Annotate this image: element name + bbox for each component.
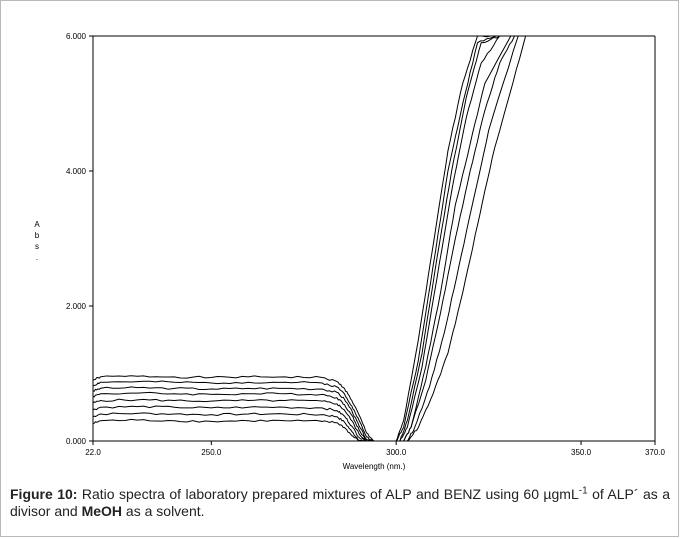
spectrum-series-line (406, 35, 527, 442)
caption-text-part-1: Ratio spectra of laboratory prepared mix… (77, 486, 579, 502)
spectrum-series-line (399, 35, 501, 442)
spectrum-series-line (92, 380, 397, 442)
spectrum-series-line (92, 412, 397, 442)
spectrum-series-line (92, 418, 397, 442)
caption-text-part-3: as a solvent. (122, 503, 205, 519)
x-tick-label: 250.0 (201, 448, 222, 457)
caption-text-part-2: of ALP´ as a divisor and (10, 486, 670, 519)
y-axis-title-letter: s (35, 242, 39, 251)
spectrum-series-line (92, 405, 397, 442)
y-axis-title-letter: b (35, 231, 40, 240)
spectrum-series-line (403, 35, 512, 442)
x-tick-group: 22.0 250.0 300.0 350.0 370.0 (85, 441, 666, 457)
caption-bold-term: MeOH (81, 503, 123, 519)
y-tick-label: 0.000 (66, 437, 87, 446)
x-tick-label: 370.0 (645, 448, 666, 457)
y-tick-label: 2.000 (66, 302, 87, 311)
plot-area (92, 35, 656, 442)
ratio-spectra-chart: Abs. Wavelength (nm.) 22.0 250.0 300.0 350.… (34, 32, 666, 471)
x-tick-label: 22.0 (85, 448, 101, 457)
y-axis-title-letter: A (34, 220, 40, 229)
y-tick-label: 6.000 (66, 32, 87, 41)
spectrum-series-line (399, 35, 500, 442)
spectrum-series-line (406, 35, 519, 442)
x-tick-label: 300.0 (386, 448, 407, 457)
x-axis-title: Wavelength (nm.) (343, 462, 406, 471)
y-axis-title-letter: . (36, 253, 38, 262)
figure-caption: Figure 10: Ratio spectra of laboratory p… (10, 486, 670, 520)
series-group (92, 35, 527, 442)
y-axis-title: Abs. (34, 220, 40, 262)
caption-superscript: -1 (578, 485, 588, 497)
y-tick-group: 0.000 2.000 4.000 6.000 (66, 32, 93, 446)
x-tick-label: 350.0 (571, 448, 592, 457)
spectrum-series-line (403, 35, 515, 442)
spectrum-series-line (395, 35, 497, 442)
caption-label: Figure 10: (10, 486, 78, 502)
y-tick-label: 4.000 (66, 167, 87, 176)
spectrum-series-line (395, 35, 493, 442)
